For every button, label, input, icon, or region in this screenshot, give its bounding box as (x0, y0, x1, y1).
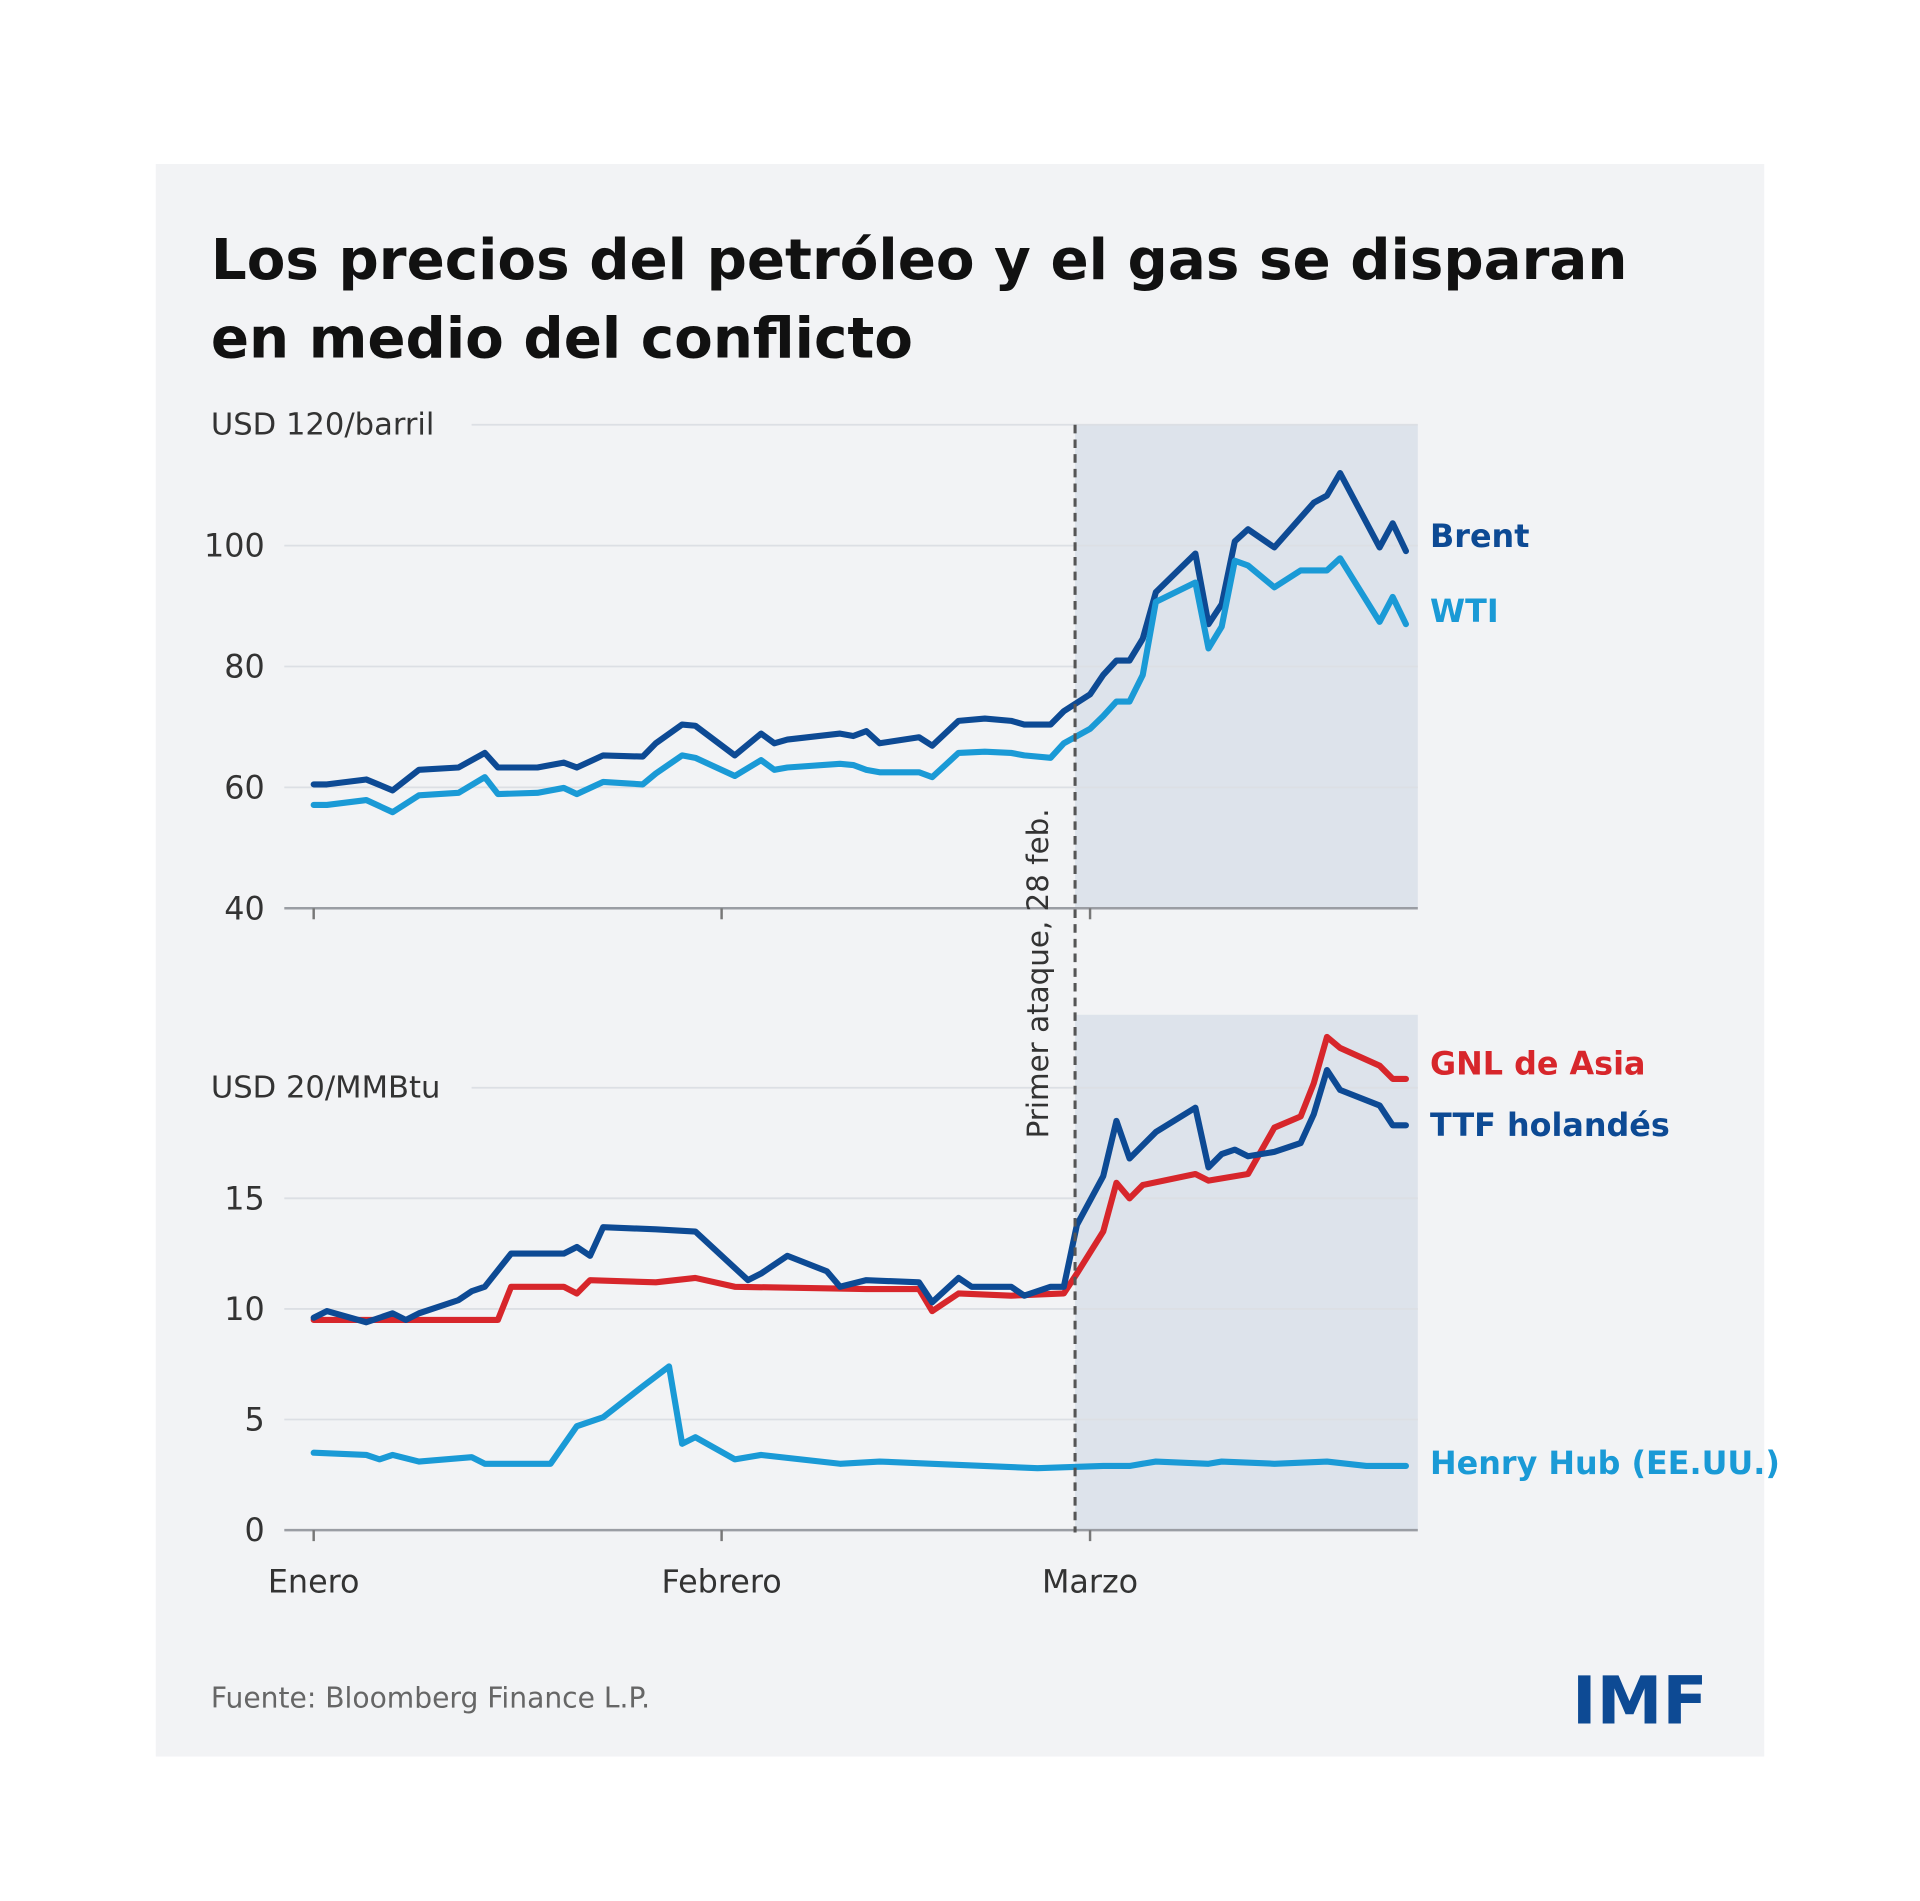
event-annotation: Primer ataque, 28 feb. (1021, 808, 1055, 1138)
source-note: Fuente: Bloomberg Finance L.P. (211, 1682, 650, 1715)
series-line-gnl-de-asia (310, 1033, 1409, 1323)
y-tick-label: 40 (224, 889, 264, 927)
y-tick-label: 80 (224, 648, 264, 686)
y-tick-label: 5 (244, 1401, 264, 1439)
chart-title-line-2: en medio del conflicto (211, 306, 913, 371)
series-label: TTF holandés (1430, 1106, 1670, 1144)
y-tick-label: 0 (244, 1511, 264, 1549)
series-label: GNL de Asia (1430, 1045, 1645, 1083)
series-line-henry-hub-ee-uu- (310, 1363, 1409, 1472)
chart-panel (155, 164, 1765, 1757)
series-line-ttf-holand-s (310, 1067, 1409, 1326)
gas-panel: USD 20/MMBtu 0 5 10 15 GNL de Asia TTF holandé… (211, 1014, 1780, 1549)
x-tick-label: Marzo (1042, 1563, 1138, 1601)
series-line-brent (310, 470, 1409, 794)
x-tick-label: Febrero (662, 1563, 782, 1601)
series-label: Brent (1430, 517, 1529, 555)
x-axis: Enero Febrero Marzo (268, 1563, 1138, 1601)
y-tick-label: 10 (224, 1290, 264, 1328)
series-line-wti (310, 555, 1409, 816)
imf-logo: IMF (1572, 1663, 1708, 1740)
post-attack-shaded-region (1075, 1014, 1418, 1531)
series-label: WTI (1430, 592, 1499, 630)
y-axis-unit-label: USD 120/barril (211, 408, 435, 443)
series-label: Henry Hub (EE.UU.) (1430, 1444, 1780, 1482)
oil-panel: USD 120/barril 40 60 80 100 Brent WTI (204, 408, 1529, 928)
y-tick-label: 100 (204, 527, 265, 565)
y-tick-label: 15 (224, 1179, 264, 1217)
x-tick-label: Enero (268, 1563, 360, 1601)
y-tick-label: 60 (224, 768, 264, 806)
y-axis-unit-label: USD 20/MMBtu (211, 1071, 440, 1106)
chart-title-line-1: Los precios del petróleo y el gas se dis… (211, 228, 1628, 293)
